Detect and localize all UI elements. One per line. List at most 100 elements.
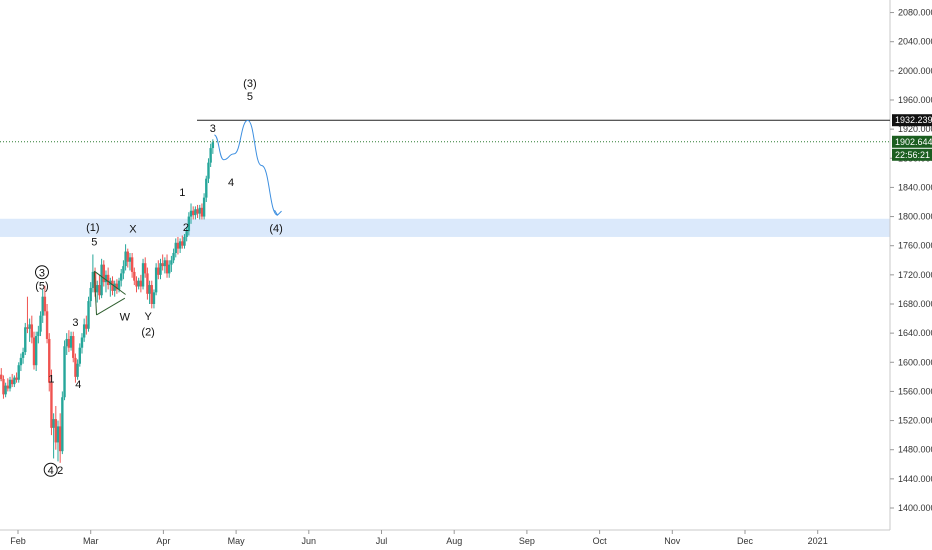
candle (207, 158, 210, 184)
candle-body (32, 337, 36, 366)
wave-label-text: 3 (39, 267, 45, 279)
price-axis[interactable]: 1400.000 1440.000 1480.000 1520.000 1560.000… (890, 8, 932, 513)
candle (6, 378, 10, 392)
candle-body (115, 283, 119, 290)
candle (135, 276, 138, 293)
wave-label-text: 4 (48, 465, 54, 477)
candle (170, 255, 173, 272)
candle-body (30, 324, 34, 338)
candle-body (39, 315, 42, 332)
price-tick-label: 1680.000 (898, 299, 932, 309)
candle (69, 331, 73, 351)
candle (168, 260, 171, 278)
candle (76, 359, 79, 380)
candle (150, 280, 153, 309)
candle (159, 258, 162, 280)
candle (133, 267, 136, 286)
candle-body (176, 242, 180, 249)
candle-body (196, 209, 199, 214)
candle (176, 236, 180, 255)
price-tick-label: 1640.000 (898, 328, 932, 338)
candle (41, 289, 44, 323)
candle (194, 206, 197, 220)
wave-label-text: Y (144, 311, 152, 323)
wave-label-text: 5 (247, 91, 253, 103)
candle (124, 244, 127, 271)
candle (10, 373, 14, 388)
candle-body (154, 267, 158, 293)
wave-label-text: 3 (72, 317, 78, 329)
price-tick-label: 1440.000 (898, 474, 932, 484)
wave-label-circle (34, 265, 49, 280)
candle-body (139, 280, 143, 287)
wave-label: 2 (183, 222, 189, 234)
candle (122, 260, 125, 280)
candle-body (165, 260, 169, 274)
wave-label: (5) (35, 280, 48, 292)
time-tick-label: Dec (737, 536, 754, 546)
wave-label: 5 (91, 237, 97, 249)
candle-body (65, 338, 68, 347)
candle-body (26, 327, 29, 329)
candle (102, 260, 105, 287)
candle (120, 269, 123, 287)
candle-body (56, 426, 60, 443)
candle (45, 303, 49, 344)
candle-body (189, 210, 193, 217)
candle-body (200, 207, 204, 217)
candle-body (124, 251, 127, 267)
candle (0, 368, 3, 382)
candle-body (198, 207, 201, 214)
candle (178, 238, 182, 253)
countdown-tag-text: 22:56:21 (895, 150, 930, 160)
candle (148, 280, 151, 304)
candle (192, 206, 195, 220)
wave-label: (4) (269, 223, 282, 235)
price-tick-label: 1800.000 (898, 212, 932, 222)
candle-body (209, 148, 212, 163)
candle (80, 333, 84, 354)
candle (32, 331, 36, 370)
last-price-tag: 1902.644 (892, 135, 932, 148)
candle (139, 274, 143, 293)
candle-body (8, 379, 12, 389)
candle-body (152, 292, 156, 304)
wave-label-text: W (120, 312, 131, 324)
wave-label: 5 (247, 91, 253, 103)
candle-body (63, 346, 66, 398)
price-tick-label: 1720.000 (898, 270, 932, 280)
wave-label: Y (144, 311, 152, 323)
candle (98, 274, 101, 300)
demand-zone-band (0, 218, 890, 237)
candle (154, 263, 158, 296)
candle-body (141, 263, 145, 287)
time-axis[interactable]: Feb Mar Apr May Jun Jul Aug Sep Oct Nov Dec 2021 (10, 530, 828, 546)
candle-body (111, 280, 114, 291)
time-tick-label: Apr (156, 536, 170, 546)
candle (8, 376, 12, 392)
candle-body (137, 280, 140, 287)
candle (87, 296, 90, 332)
candle (52, 413, 55, 459)
candle (187, 212, 191, 236)
wave-label: 1 (179, 187, 185, 199)
price-tick-label: 1600.000 (898, 357, 932, 367)
candle-body (89, 287, 92, 302)
wave-label-text: 4 (75, 379, 81, 391)
candle-body (172, 252, 175, 261)
candle (106, 267, 110, 290)
wave-label-text: 1 (179, 187, 185, 199)
resistance-price-tag-background (892, 114, 932, 127)
candle-body (211, 142, 215, 149)
candle-body (113, 283, 116, 291)
last-price-tag-background (892, 135, 932, 148)
candle-body (52, 419, 55, 428)
candle (205, 175, 208, 202)
candle-body (130, 257, 134, 272)
time-tick-label: Feb (10, 536, 26, 546)
candle (144, 257, 147, 278)
price-tick-label: 2080.000 (898, 8, 932, 18)
candle (61, 391, 64, 455)
candle (163, 257, 167, 274)
